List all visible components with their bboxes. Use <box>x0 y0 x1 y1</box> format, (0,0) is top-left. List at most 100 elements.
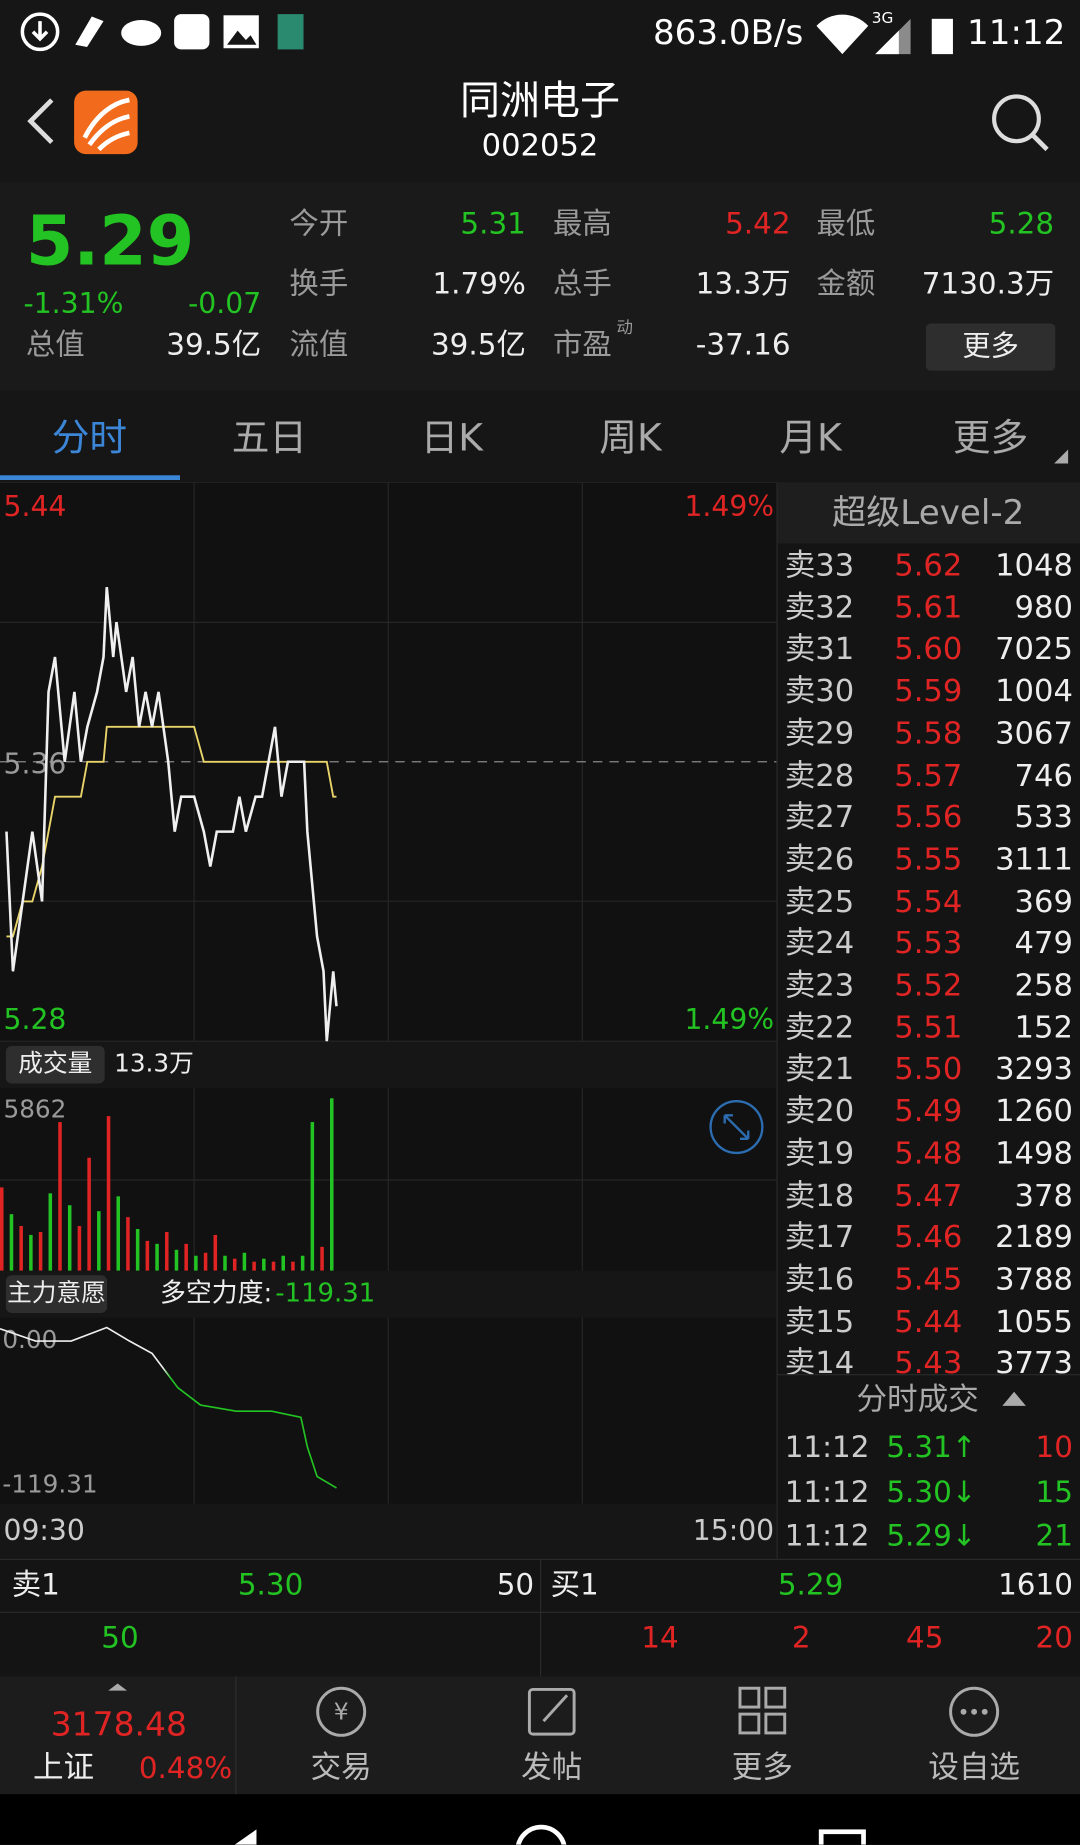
volume-bar <box>329 1098 334 1271</box>
ask-level: 卖26 <box>784 842 855 878</box>
tab-arrow <box>1054 449 1069 464</box>
stat-label: 总值 <box>25 327 85 362</box>
volume-bar <box>9 1214 14 1271</box>
trade-price: 5.31↑ <box>886 1429 977 1465</box>
trade-time: 11:12 <box>784 1518 870 1553</box>
ask-price: 5.49 <box>894 1094 963 1130</box>
bid-volume: 1610 <box>998 1567 1073 1602</box>
stat-value: 5.42 <box>725 206 791 241</box>
ask-volume: 7025 <box>995 632 1073 668</box>
stat-value: 5.31 <box>460 206 526 241</box>
ask-price: 5.62 <box>894 548 963 584</box>
stock-code: 002052 <box>481 128 599 164</box>
header-icons <box>27 90 1049 155</box>
ask-volume: 1260 <box>995 1094 1073 1130</box>
ask-price: 5.43 <box>894 1346 963 1375</box>
stat-label: 换手 <box>289 266 349 301</box>
volume-bar <box>97 1211 101 1271</box>
tab[interactable]: 分时 <box>51 415 128 460</box>
home-key[interactable] <box>515 1824 567 1845</box>
volume-total: 13.3万 <box>114 1049 194 1078</box>
tab-bar <box>0 392 1080 484</box>
stat-label: 今开 <box>289 206 349 241</box>
ask-level: 卖16 <box>784 1262 855 1298</box>
volume-bar <box>262 1258 266 1271</box>
ask-level: 卖32 <box>784 590 855 626</box>
y-tick-label: 5.36 <box>4 747 67 780</box>
tab[interactable]: 更多 <box>952 415 1029 460</box>
index-name: 上证 <box>32 1750 95 1786</box>
volume-bar <box>87 1157 91 1271</box>
force-line <box>0 1326 337 1489</box>
stat-label: 总手 <box>552 266 612 301</box>
ask-level: 卖20 <box>784 1094 855 1130</box>
ask-price: 5.47 <box>894 1178 963 1214</box>
time-label: 09:30 <box>4 1514 85 1547</box>
volume-bar <box>223 1255 227 1271</box>
ask-price: 5.30 <box>237 1567 304 1602</box>
ask-volume: 369 <box>1014 884 1073 920</box>
ask-price: 5.45 <box>894 1262 963 1298</box>
status-icons <box>20 12 304 52</box>
stat-value: 5.28 <box>988 206 1055 241</box>
index-value[interactable]: 3178.48 <box>50 1704 187 1744</box>
ask-volume: 3773 <box>995 1346 1073 1375</box>
tab[interactable]: 日K <box>420 415 483 460</box>
nav-item[interactable]: 更多 <box>731 1750 793 1786</box>
ask-level: 卖28 <box>784 758 855 794</box>
ask-tick: 50 <box>101 1620 139 1655</box>
ask-label: 卖1 <box>11 1567 60 1602</box>
volume-bar <box>126 1217 130 1271</box>
expand-button[interactable] <box>709 1099 764 1155</box>
change-amount: -0.07 <box>188 287 262 320</box>
network-type: 3G <box>871 9 894 28</box>
stat-value: 39.5亿 <box>430 327 526 362</box>
y-tick-label: 5.28 <box>4 1003 67 1036</box>
ask-level: 卖18 <box>784 1178 855 1214</box>
bid-price: 5.29 <box>777 1567 844 1602</box>
ask-price: 5.48 <box>894 1136 963 1172</box>
volume-max-label: 5862 <box>4 1095 67 1124</box>
tab[interactable]: 月K <box>779 415 842 460</box>
price-line <box>5 587 338 1042</box>
ask-volume: 1498 <box>995 1136 1073 1172</box>
volume-bar <box>252 1261 256 1271</box>
stat-value: -37.16 <box>695 327 791 362</box>
nav-item[interactable]: 交易 <box>310 1750 372 1786</box>
order-book <box>0 1558 1080 1678</box>
volume-bar <box>232 1258 237 1271</box>
volume-bar <box>38 1231 43 1271</box>
volume-bar <box>19 1226 23 1271</box>
volume-bar <box>213 1234 218 1271</box>
volume-bar <box>271 1261 276 1271</box>
trade-time: 11:12 <box>784 1474 870 1509</box>
pct-label: 1.49% <box>684 1003 774 1036</box>
bid-tick: 20 <box>1035 1620 1073 1655</box>
app-logo <box>74 90 138 155</box>
more-button[interactable] <box>925 323 1056 371</box>
back-button[interactable] <box>27 98 54 145</box>
search-button[interactable] <box>992 94 1041 144</box>
ask-volume: 980 <box>1014 590 1073 626</box>
recent-key[interactable] <box>818 1829 866 1845</box>
ask-price: 5.59 <box>894 674 963 710</box>
nav-item[interactable]: 发帖 <box>521 1750 583 1786</box>
tab[interactable]: 五日 <box>231 415 308 460</box>
nav-item[interactable]: 设自选 <box>928 1750 1021 1786</box>
bid-tick: 45 <box>905 1620 944 1655</box>
ask-volume: 746 <box>1014 758 1073 794</box>
stat-label: 最高 <box>552 206 612 241</box>
volume-bar <box>164 1231 169 1271</box>
tab[interactable]: 周K <box>599 415 662 460</box>
ask-level: 卖21 <box>784 1052 855 1088</box>
level2-title: 超级Level-2 <box>832 492 1025 533</box>
ask-volume: 1055 <box>995 1304 1073 1340</box>
ask-price: 5.55 <box>894 842 963 878</box>
ask-price: 5.60 <box>894 632 963 668</box>
tab-indicator <box>0 475 180 480</box>
ask-volume: 3067 <box>995 716 1073 752</box>
more-button-label[interactable]: 更多 <box>962 329 1019 363</box>
volume-bar <box>291 1261 295 1271</box>
ask-price: 5.58 <box>894 716 963 752</box>
